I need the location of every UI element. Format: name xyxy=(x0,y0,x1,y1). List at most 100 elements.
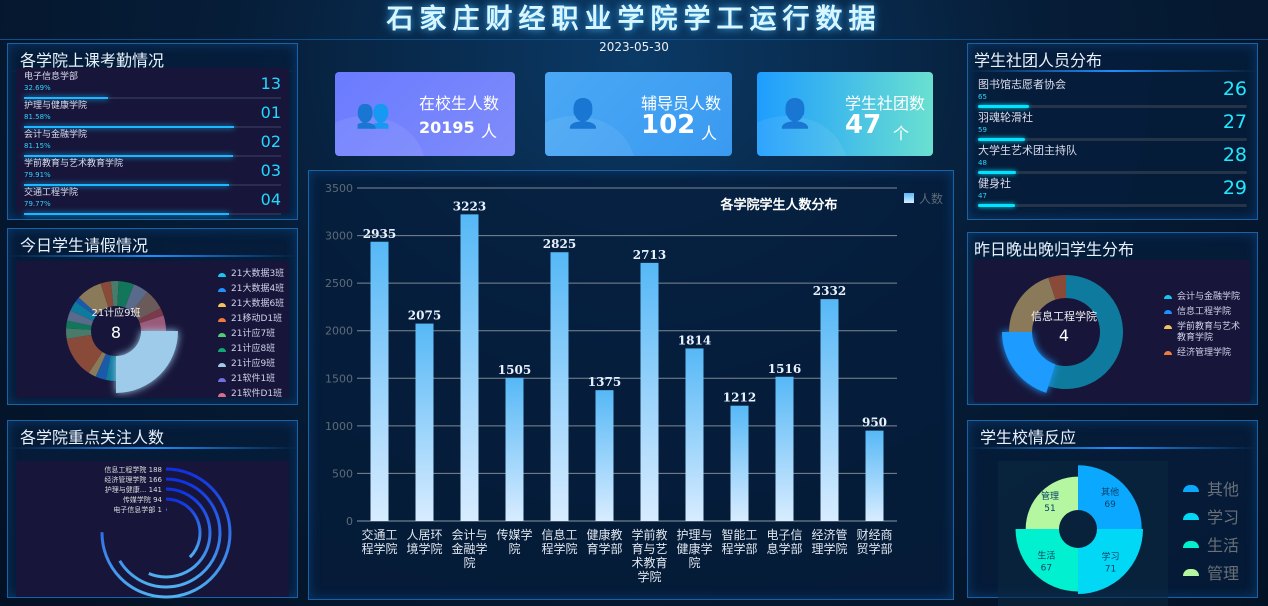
legend-item[interactable]: 21大数据3班 xyxy=(218,269,284,280)
leave-slice xyxy=(78,283,109,315)
progress-fill xyxy=(978,171,1016,174)
stat-card: 👤 辅导员人数 102 人 xyxy=(545,72,732,156)
rose-label: 管理 xyxy=(1041,490,1059,502)
x-tick-label: 息学部 xyxy=(766,541,802,556)
panel-title: 学生校情反应 xyxy=(980,428,1077,447)
club-rank: 26 xyxy=(1222,78,1247,100)
club-row: 羽魂轮滑社 59 27 xyxy=(978,111,1247,144)
legend-item[interactable]: 学前教育与艺术教育学院 xyxy=(1164,322,1244,344)
club-row: 健身社 47 29 xyxy=(978,177,1247,210)
college-name: 交通工程学院 xyxy=(24,188,79,198)
legend-marker-icon xyxy=(1183,512,1199,520)
x-tick-label: 财经商 xyxy=(856,527,892,542)
legend-item[interactable]: 其他 xyxy=(1183,476,1239,500)
legend-marker-icon xyxy=(1183,484,1199,492)
club-name: 图书馆志愿者协会 xyxy=(978,78,1066,91)
club-member-count: 48 xyxy=(978,159,987,167)
bar xyxy=(370,241,389,521)
legend-item[interactable]: 21计应8班 xyxy=(218,344,284,355)
card-value: 47 xyxy=(845,110,882,140)
feedback-rose-chart: 其他 69 学习 71 生活 67 管理 51 xyxy=(998,461,1168,606)
card-label: 学生社团数 xyxy=(845,94,926,113)
data-label: 1516 xyxy=(768,362,801,376)
attendance-rank: 03 xyxy=(260,161,281,180)
rose-value: 71 xyxy=(1105,565,1116,575)
bar xyxy=(595,390,614,521)
x-tick-label: 术教育 xyxy=(631,555,667,570)
leave-slice xyxy=(124,284,148,312)
rose-slice xyxy=(1078,465,1142,529)
divider xyxy=(968,70,1257,72)
legend-item[interactable]: 21计应7班 xyxy=(218,329,284,340)
legend-marker-icon xyxy=(1164,310,1172,314)
late-center-label: 信息工程学院 xyxy=(1031,310,1097,323)
clubs-panel: 学生社团人员分布 图书馆志愿者协会 65 26 羽魂轮滑社 59 27 大学生艺… xyxy=(967,43,1258,220)
legend-item[interactable]: 管理 xyxy=(1183,560,1239,584)
rose-value: 69 xyxy=(1104,500,1116,510)
leave-slice xyxy=(70,301,96,321)
rose-label: 学习 xyxy=(1102,551,1120,563)
date-label: 2023-05-30 xyxy=(599,40,669,54)
legend-label: 经济管理学院 xyxy=(1177,348,1232,358)
user-down-icon: 👤 xyxy=(777,97,813,130)
attendance-panel: 各学院上课考勤情况 电子信息学部 32.69% 13 护理与健康学院 81.58… xyxy=(7,43,298,220)
late-return-panel: 昨日晚出晚归学生分布 信息工程学院 4 会计与金融学院 信息工程学院 学前教育与艺术… xyxy=(967,232,1258,405)
progress-fill xyxy=(24,184,230,186)
legend-item[interactable]: 21大数据4班 xyxy=(218,284,284,295)
bar xyxy=(460,214,479,522)
legend-label: 21计应9班 xyxy=(231,359,276,369)
legend-item[interactable]: 生活 xyxy=(1183,532,1239,556)
card-label: 辅导员人数 xyxy=(641,94,722,113)
attendance-rank: 02 xyxy=(260,132,281,151)
progress-track xyxy=(978,171,1247,174)
focus-arc xyxy=(165,497,202,559)
bar xyxy=(775,376,794,521)
legend-marker-icon xyxy=(1164,351,1172,355)
legend-item[interactable]: 经济管理学院 xyxy=(1164,348,1244,359)
attendance-row: 会计与金融学院 81.15% 02 xyxy=(24,130,281,159)
legend-label: 21大数据4班 xyxy=(231,284,285,294)
leave-center-value: 8 xyxy=(110,323,122,342)
attendance-percent: 79.77% xyxy=(24,200,51,208)
club-rank: 27 xyxy=(1222,111,1247,133)
page-title: 石家庄财经职业学院学工运行数据 xyxy=(386,4,882,35)
legend-item[interactable]: 21软件1班 xyxy=(218,374,284,385)
legend-item[interactable]: 21大数据6班 xyxy=(218,299,284,310)
bar xyxy=(865,430,884,521)
y-tick-label: 0 xyxy=(346,515,353,528)
leave-center-label: 21计应9班 xyxy=(91,308,141,319)
card-unit: 个 xyxy=(893,124,910,143)
x-tick-label: 贸学部 xyxy=(856,541,892,556)
panel-title: 今日学生请假情况 xyxy=(20,236,149,255)
rose-slice xyxy=(1015,529,1078,592)
leave-slice xyxy=(139,315,166,331)
legend-label: 21计应8班 xyxy=(231,344,276,354)
data-label: 2075 xyxy=(408,309,441,323)
x-tick-label: 育与艺 xyxy=(631,541,667,556)
attendance-rank: 04 xyxy=(260,190,281,209)
attendance-percent: 32.69% xyxy=(24,84,51,92)
club-row: 图书馆志愿者协会 65 26 xyxy=(978,78,1247,111)
legend-marker-icon xyxy=(218,287,226,292)
attendance-percent: 79.91% xyxy=(24,171,51,179)
y-tick-label: 1500 xyxy=(325,372,353,385)
leave-slice xyxy=(66,320,92,330)
y-tick-label: 1000 xyxy=(325,420,353,433)
leave-slice xyxy=(88,351,106,377)
legend-item[interactable]: 21软件D1班 xyxy=(218,389,284,398)
legend-item[interactable]: 21计应9班 xyxy=(218,359,284,370)
rose-slice xyxy=(1078,529,1143,594)
club-rank: 28 xyxy=(1222,144,1247,166)
x-tick-label: 院 xyxy=(508,542,520,556)
legend-label: 信息工程学院 xyxy=(1177,307,1232,317)
legend-item[interactable]: 学习 xyxy=(1183,504,1239,528)
legend-item[interactable]: 会计与金融学院 xyxy=(1164,292,1244,303)
x-tick-label: 健康学 xyxy=(676,541,712,556)
legend-item[interactable]: 21移动D1班 xyxy=(218,314,284,325)
legend-item[interactable]: 信息工程学院 xyxy=(1164,307,1244,318)
leave-slice xyxy=(100,281,114,308)
data-label: 950 xyxy=(862,416,887,430)
data-label: 3223 xyxy=(453,199,486,213)
card-label: 在校生人数 xyxy=(419,94,500,113)
legend-label: 学习 xyxy=(1207,508,1240,527)
